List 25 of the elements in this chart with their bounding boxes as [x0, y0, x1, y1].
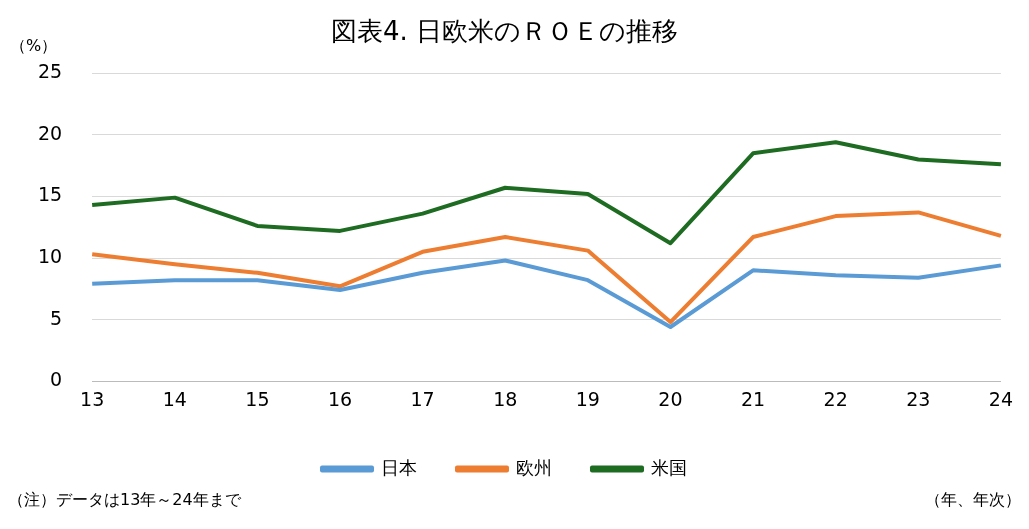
y-tick-label: 20: [37, 121, 63, 144]
x-tick-label: 21: [740, 387, 766, 410]
y-axis-title: （%）: [10, 36, 58, 56]
x-tick-label: 17: [410, 387, 435, 410]
legend-label: 日本: [381, 456, 417, 478]
x-tick-label: 13: [80, 387, 105, 410]
x-tick-label: 18: [493, 387, 518, 410]
x-tick-label: 23: [906, 387, 931, 410]
x-tick-label: 24: [988, 387, 1014, 410]
legend-label: 欧州: [516, 456, 552, 478]
x-tick-label: 22: [823, 387, 848, 410]
x-tick-label: 16: [327, 387, 353, 410]
y-tick-label: 10: [37, 244, 63, 267]
text: （年、年次）: [925, 490, 1021, 511]
x-tick-label: 14: [162, 387, 187, 410]
legend-label: 米国: [651, 456, 687, 478]
y-tick-label: 5: [50, 306, 63, 329]
y-tick-label: 0: [50, 368, 63, 391]
y-tick-label: 15: [37, 183, 63, 206]
x-tick-label: 15: [245, 387, 270, 410]
y-tick-label: 25: [37, 60, 63, 83]
text: （注）データは13年～24年まで: [8, 490, 241, 511]
x-tick-label: 19: [575, 387, 600, 410]
x-tick-label: 20: [658, 387, 683, 410]
chart-title: 図表4. 日欧米のＲＯＥの推移: [330, 16, 679, 47]
